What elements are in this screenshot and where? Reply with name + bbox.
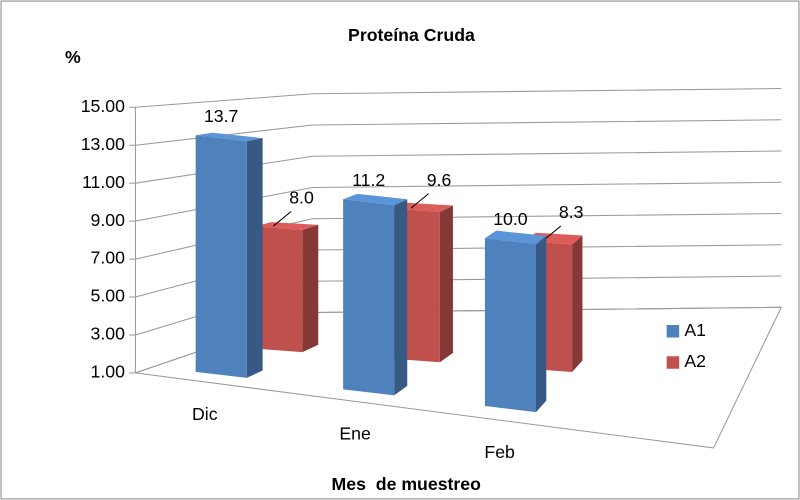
- value-label: 13.7: [204, 106, 238, 126]
- y-tick-label: 1.00: [91, 362, 126, 382]
- legend-label: A2: [684, 351, 706, 371]
- grid-line: [135, 213, 782, 260]
- y-axis-title: %: [65, 47, 81, 67]
- bar: [195, 132, 263, 378]
- bar-side: [439, 205, 453, 363]
- legend-swatch: [666, 325, 680, 338]
- bar-side: [535, 235, 547, 413]
- bar-front: [343, 199, 395, 396]
- bar-top: [343, 193, 408, 206]
- leader-line: [410, 193, 429, 209]
- bar-front: [254, 226, 303, 353]
- bar-top: [254, 222, 319, 230]
- bar-side: [572, 235, 583, 372]
- bar: [254, 222, 319, 353]
- y-tick-label: 7.00: [91, 248, 126, 268]
- legend-swatch: [666, 356, 680, 369]
- value-label: 11.2: [352, 170, 385, 190]
- value-label: 8.3: [559, 202, 584, 222]
- x-axis-title: Mes de muestreo: [332, 474, 482, 494]
- value-label: 9.6: [427, 170, 452, 190]
- bar: [484, 230, 547, 413]
- x-tick-label: Ene: [339, 423, 371, 443]
- legend-label: A1: [684, 320, 706, 340]
- y-tick-label: 9.00: [91, 210, 126, 230]
- leader-line: [273, 211, 292, 227]
- bar-side: [394, 199, 408, 396]
- y-tick-label: 13.00: [81, 134, 125, 154]
- grid-line: [135, 181, 782, 222]
- y-tick-label: 3.00: [91, 324, 126, 344]
- bar-front: [195, 135, 247, 378]
- x-tick-label: Dic: [192, 404, 218, 424]
- y-tick-label: 15.00: [81, 96, 125, 116]
- bar-top: [392, 202, 453, 213]
- bar: [343, 193, 408, 396]
- grid-line: [135, 150, 782, 184]
- grid-line: [135, 119, 782, 146]
- bar-side: [302, 224, 319, 353]
- bar-side: [246, 138, 263, 378]
- value-label: 8.0: [289, 188, 314, 208]
- bar-top: [484, 230, 547, 245]
- bar-front: [484, 238, 536, 413]
- grid-line: [135, 88, 782, 108]
- chart-title: Proteína Cruda: [348, 25, 475, 45]
- y-tick-label: 11.00: [82, 172, 125, 192]
- x-tick-label: Feb: [484, 442, 515, 462]
- bar-top: [195, 132, 263, 142]
- y-tick-label: 5.00: [91, 286, 126, 306]
- value-label: 10.0: [493, 209, 528, 229]
